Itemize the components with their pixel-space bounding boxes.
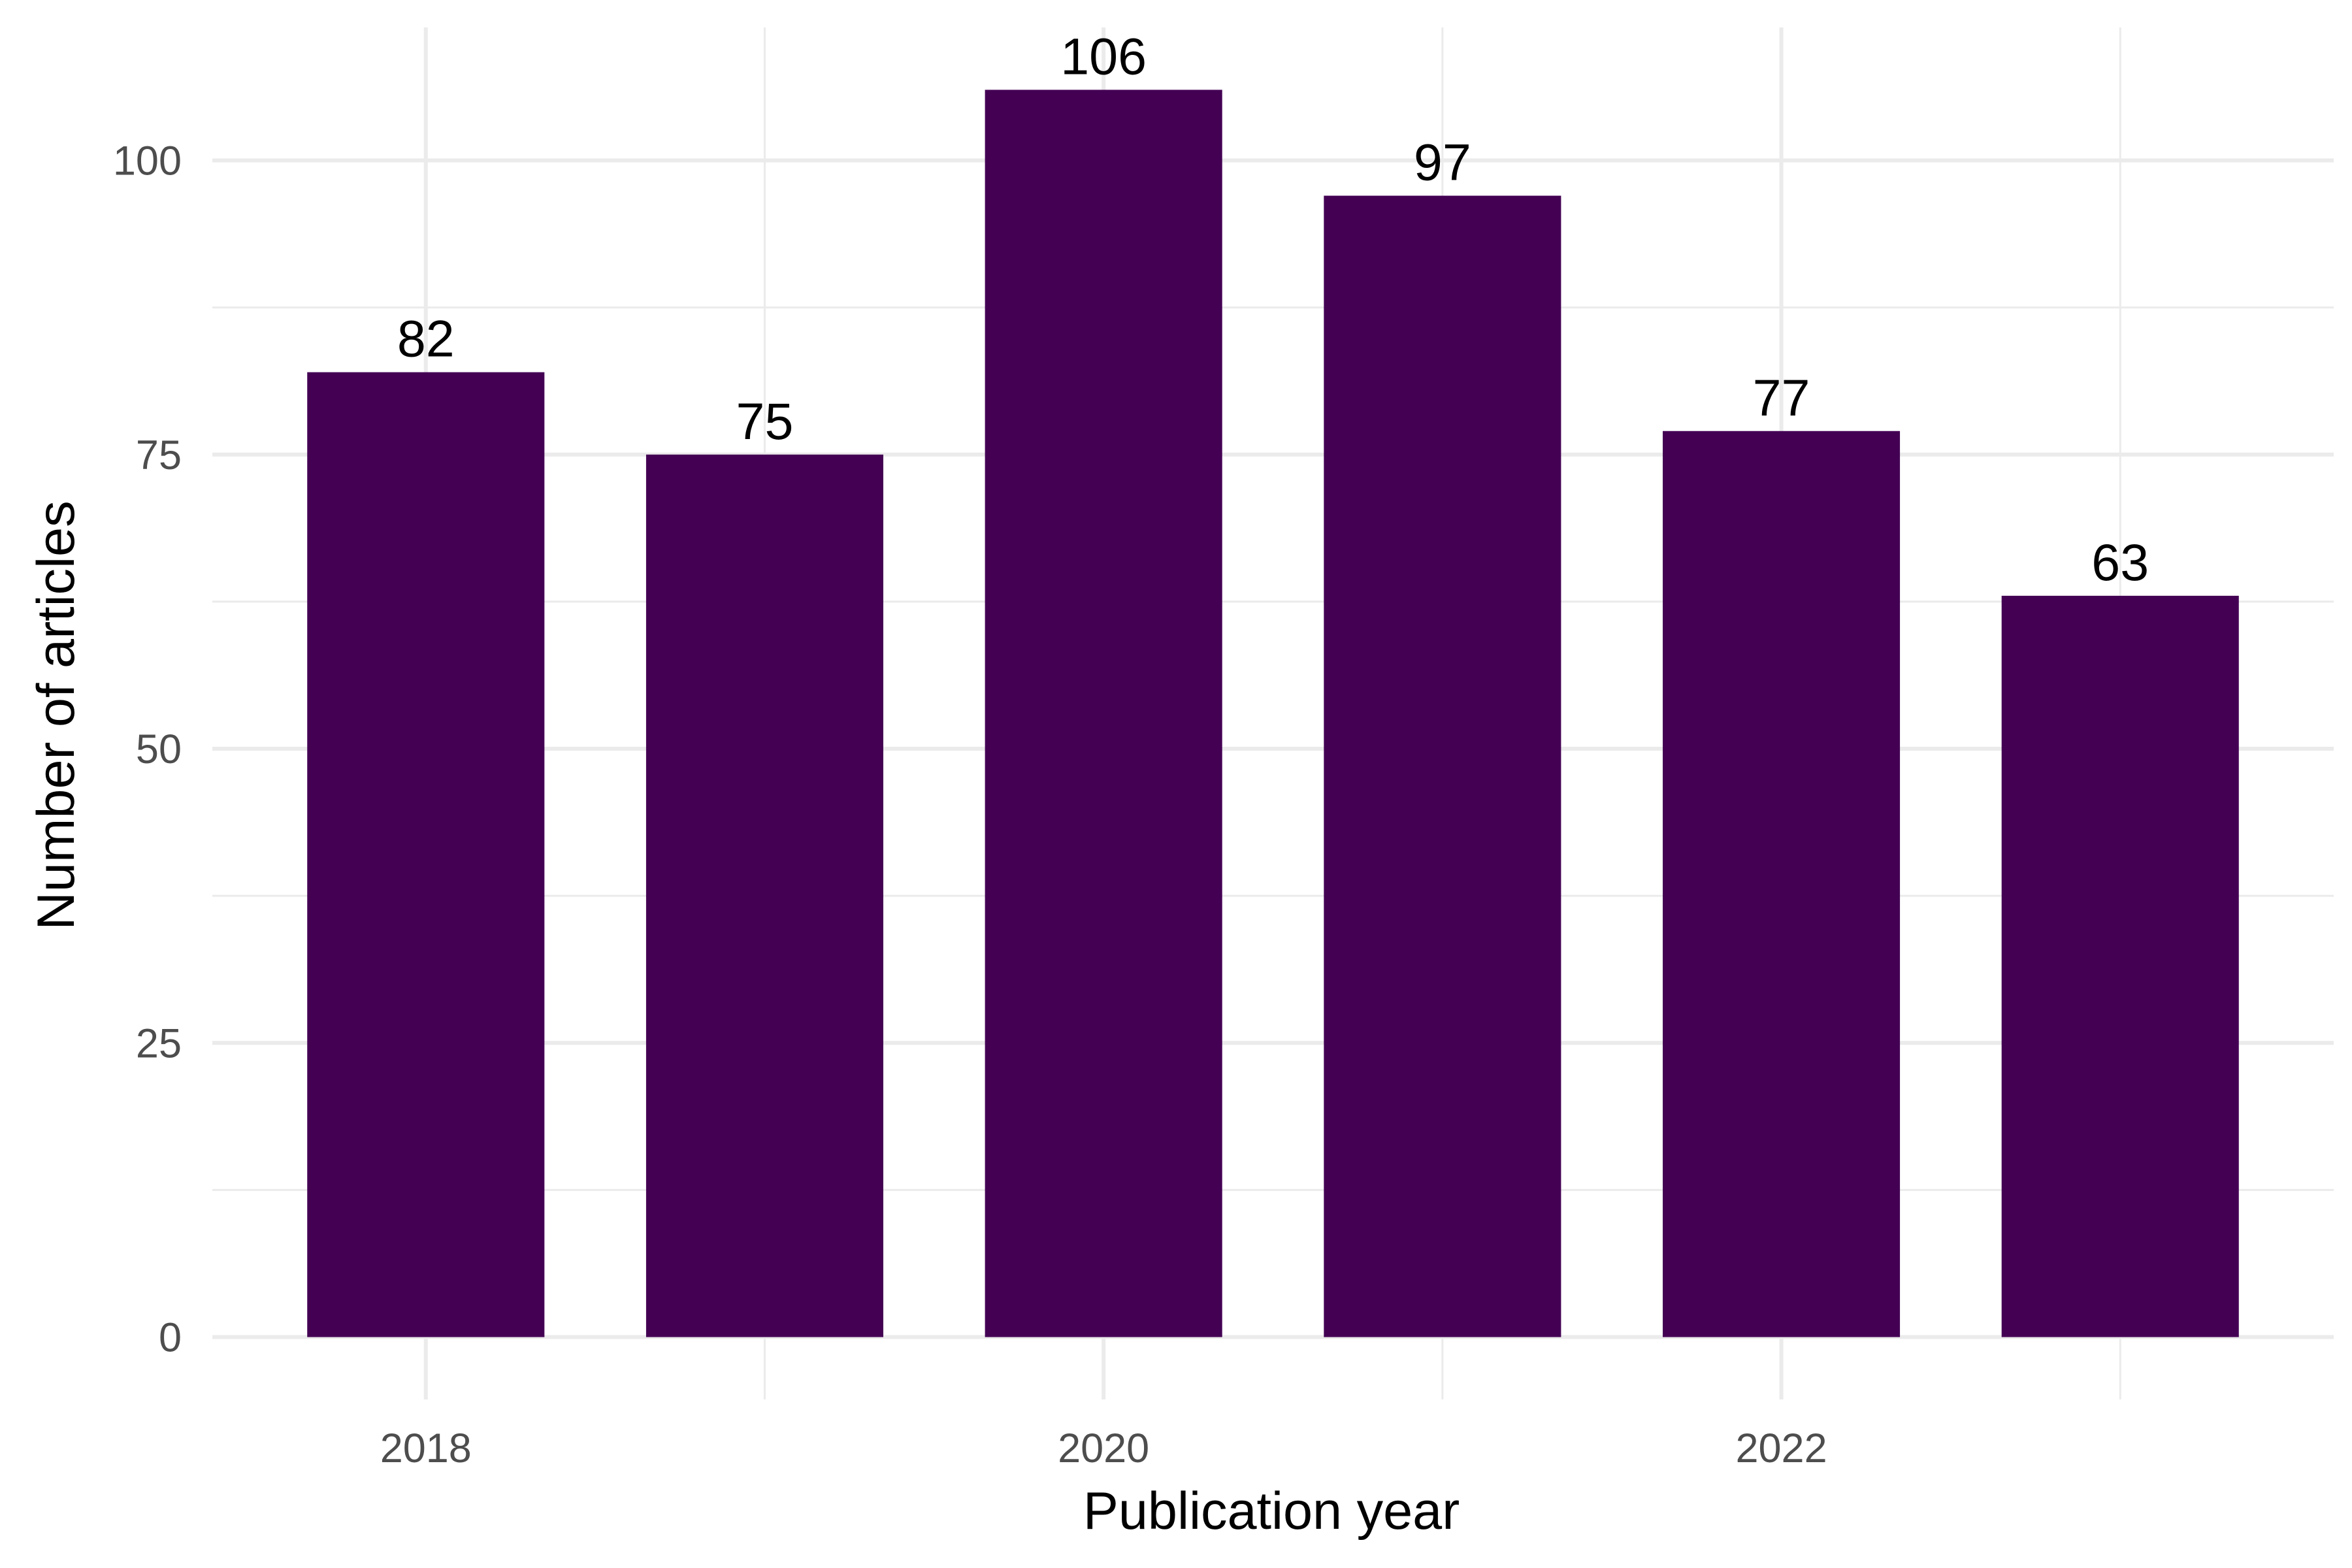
y-tick-label: 100 <box>113 139 182 184</box>
y-tick-label: 0 <box>159 1315 182 1361</box>
bar-value-label-2022: 77 <box>1753 368 1810 427</box>
x-tick-label: 2020 <box>1058 1426 1149 1471</box>
bar-value-label-2021: 97 <box>1414 133 1471 191</box>
bar-2021 <box>1324 195 1561 1337</box>
bar-2023 <box>2001 595 2239 1337</box>
y-axis-ticks: 0 25 50 75 100 <box>113 139 182 1361</box>
bar-2022 <box>1662 431 1901 1337</box>
bar-2019 <box>645 454 884 1337</box>
bar-2020 <box>985 90 1222 1337</box>
bar-value-label-2020: 106 <box>1060 27 1147 85</box>
data-labels: 82 75 106 97 77 63 <box>397 27 2149 591</box>
y-tick-label: 50 <box>136 727 182 772</box>
bar-2018 <box>307 372 545 1337</box>
bar-value-label-2018: 82 <box>397 310 455 368</box>
y-axis-title: Number of articles <box>27 500 86 930</box>
x-axis-ticks: 2018 2020 2022 <box>380 1426 1827 1471</box>
bar-value-label-2023: 63 <box>2091 533 2149 591</box>
bar-value-label-2019: 75 <box>736 392 794 450</box>
bars <box>307 90 2239 1337</box>
x-tick-label: 2018 <box>380 1426 472 1471</box>
x-tick-label: 2022 <box>1735 1426 1827 1471</box>
x-axis-title: Publication year <box>1083 1482 1460 1541</box>
y-tick-label: 75 <box>136 433 182 478</box>
y-tick-label: 25 <box>136 1021 182 1066</box>
